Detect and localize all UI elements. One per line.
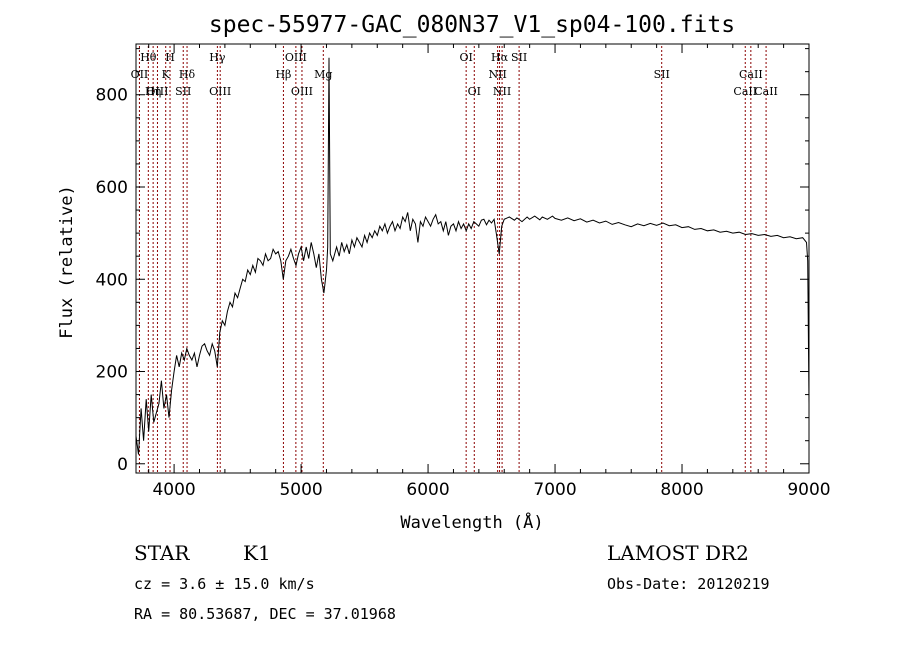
line-marker-label: Hθ xyxy=(140,51,157,64)
line-marker-label: Hγ xyxy=(209,51,226,64)
x-tick-label: 7000 xyxy=(533,480,576,500)
chart-title: spec-55977-GAC_080N37_V1_sp04-100.fits xyxy=(209,12,735,38)
plot-frame xyxy=(135,43,810,474)
line-marker-label: Hα xyxy=(491,51,509,64)
y-axis-label: Flux (relative) xyxy=(57,185,77,339)
line-marker-label: OIII xyxy=(209,85,231,98)
survey-name: LAMOST DR2 xyxy=(607,541,749,565)
coordinates: RA = 80.53687, DEC = 37.01968 xyxy=(134,605,396,623)
line-marker-label: CaII xyxy=(754,85,778,98)
line-markers xyxy=(138,46,767,473)
y-tick-label: 400 xyxy=(96,270,128,290)
line-marker-label: OII xyxy=(131,68,149,81)
x-tick-label: 5000 xyxy=(279,480,322,500)
x-tick-label: 6000 xyxy=(406,480,449,500)
line-marker-label: OIII xyxy=(285,51,307,64)
y-tick-label: 800 xyxy=(96,86,128,106)
object-subclass: K1 xyxy=(243,541,271,565)
line-marker-label: Hη xyxy=(145,85,161,98)
x-axis-label: Wavelength (Å) xyxy=(400,511,543,533)
line-marker-label: NII xyxy=(488,68,506,81)
line-marker-label: NII xyxy=(493,85,511,98)
line-marker-label: Hβ xyxy=(275,68,291,81)
object-class: STAR xyxy=(134,541,190,565)
line-marker-label: OIII xyxy=(146,85,168,98)
line-marker-label: SII xyxy=(654,68,670,81)
y-tick-label: 0 xyxy=(117,455,128,475)
line-marker-label: OI xyxy=(459,51,472,64)
line-marker-label: H xyxy=(165,51,175,64)
x-tick-label: 9000 xyxy=(787,480,830,500)
line-marker-label: OI xyxy=(468,85,481,98)
y-tick-label: 200 xyxy=(96,363,128,383)
axis-ticks: 4000 5000 6000 7000 8000 9000 0 200 400 600 800 xyxy=(96,44,831,500)
line-marker-label: SII xyxy=(511,51,527,64)
y-tick-label: 600 xyxy=(96,178,128,198)
line-marker-label: Hδ xyxy=(179,68,196,81)
line-marker-label: CaII xyxy=(739,68,763,81)
observation-date: Obs-Date: 20120219 xyxy=(607,575,770,593)
spectrum-line xyxy=(135,57,810,455)
x-tick-label: 8000 xyxy=(660,480,703,500)
x-tick-label: 4000 xyxy=(152,480,195,500)
line-marker-label: OIII xyxy=(291,85,313,98)
redshift-cz: cz = 3.6 ± 15.0 km/s xyxy=(134,575,315,593)
line-marker-label: Mg xyxy=(314,68,332,81)
line-marker-label: K xyxy=(162,68,171,81)
line-marker-label: CaII xyxy=(733,85,757,98)
line-marker-label: SII xyxy=(175,85,191,98)
